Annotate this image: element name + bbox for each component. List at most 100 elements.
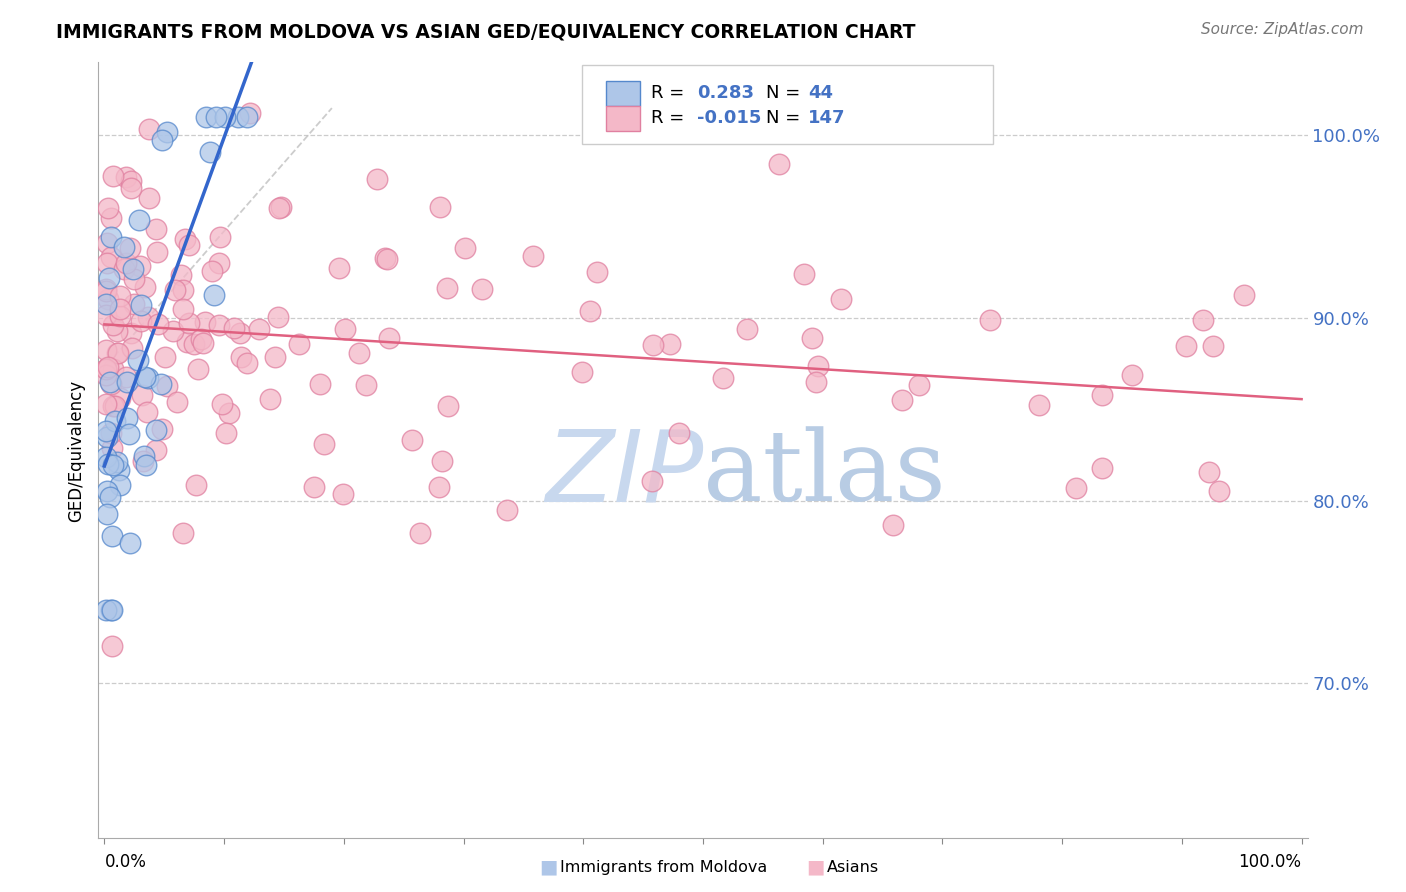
Point [208,318,231,333]
Point [117,376,139,390]
Point [96,483,118,498]
Point [118,536,141,550]
Text: N =: N = [766,110,806,128]
Point [100,603,122,617]
Point [138,191,160,205]
Point [96,429,118,443]
Point [146,317,169,331]
Point [107,346,129,360]
Point [288,337,311,351]
Point [150,422,173,436]
Point [120,174,142,188]
Text: Asians: Asians [827,860,879,874]
Point [314,437,336,451]
Point [96,507,118,521]
Point [586,265,609,279]
Point [270,200,292,214]
Point [207,256,229,270]
Point [129,259,152,273]
Point [186,361,208,376]
Point [891,392,914,407]
Point [104,399,127,413]
Point [134,279,156,293]
FancyBboxPatch shape [582,65,993,144]
Point [768,157,790,171]
Point [214,110,236,124]
Point [176,334,198,349]
Point [711,371,734,385]
Point [830,293,852,307]
Point [195,110,218,124]
Point [155,125,177,139]
Point [134,450,156,464]
Text: 44: 44 [808,85,834,103]
Point [101,169,124,184]
Point [177,238,200,252]
Text: -0.015: -0.015 [697,110,761,128]
Point [103,361,125,376]
Point [186,478,208,492]
Point [94,603,117,617]
Point [155,351,177,365]
Point [179,316,201,330]
Point [259,392,281,407]
Point [375,252,398,267]
Point [94,362,117,376]
Point [1202,339,1225,353]
Point [121,341,143,355]
Text: N =: N = [766,85,806,103]
Point [94,296,117,310]
Point [136,405,159,419]
Point [146,244,169,259]
Point [201,263,224,277]
Point [668,425,690,440]
Point [145,443,167,458]
Point [496,502,519,516]
Point [110,309,132,323]
Point [101,441,124,455]
Point [117,411,139,425]
Point [94,424,117,438]
Point [1091,388,1114,402]
Point [112,240,135,254]
Point [108,302,131,317]
Point [209,230,232,244]
Point [127,353,149,368]
Point [1198,466,1220,480]
Point [172,283,194,297]
Point [236,356,259,370]
Text: Source: ZipAtlas.com: Source: ZipAtlas.com [1201,22,1364,37]
Point [793,267,815,281]
Point [215,426,238,441]
Point [436,399,458,413]
Point [101,639,124,653]
Point [429,200,451,214]
Point [247,322,270,336]
Point [108,392,131,406]
Point [96,235,118,250]
Point [1028,398,1050,412]
Point [100,425,122,440]
Point [211,397,233,411]
Point [108,478,131,492]
Point [156,379,179,393]
Point [94,308,117,322]
Point [135,458,157,472]
Point [150,376,173,391]
Point [427,480,450,494]
Point [100,230,122,244]
Point [120,241,142,255]
Point [1064,481,1087,495]
Point [806,375,828,389]
Point [94,281,117,295]
Point [191,336,214,351]
Point [309,377,332,392]
Point [120,326,142,341]
Text: 0.0%: 0.0% [104,853,146,871]
Point [347,346,370,360]
Point [129,314,152,328]
Text: 147: 147 [808,110,845,128]
Point [228,326,250,340]
Point [134,370,156,384]
Point [122,297,145,311]
